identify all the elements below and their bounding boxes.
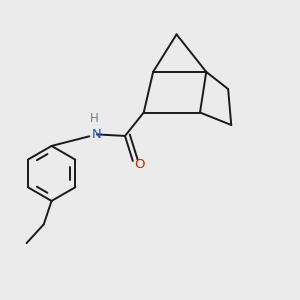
Text: N: N bbox=[92, 128, 102, 141]
Text: O: O bbox=[134, 158, 145, 171]
Text: H: H bbox=[90, 112, 99, 124]
